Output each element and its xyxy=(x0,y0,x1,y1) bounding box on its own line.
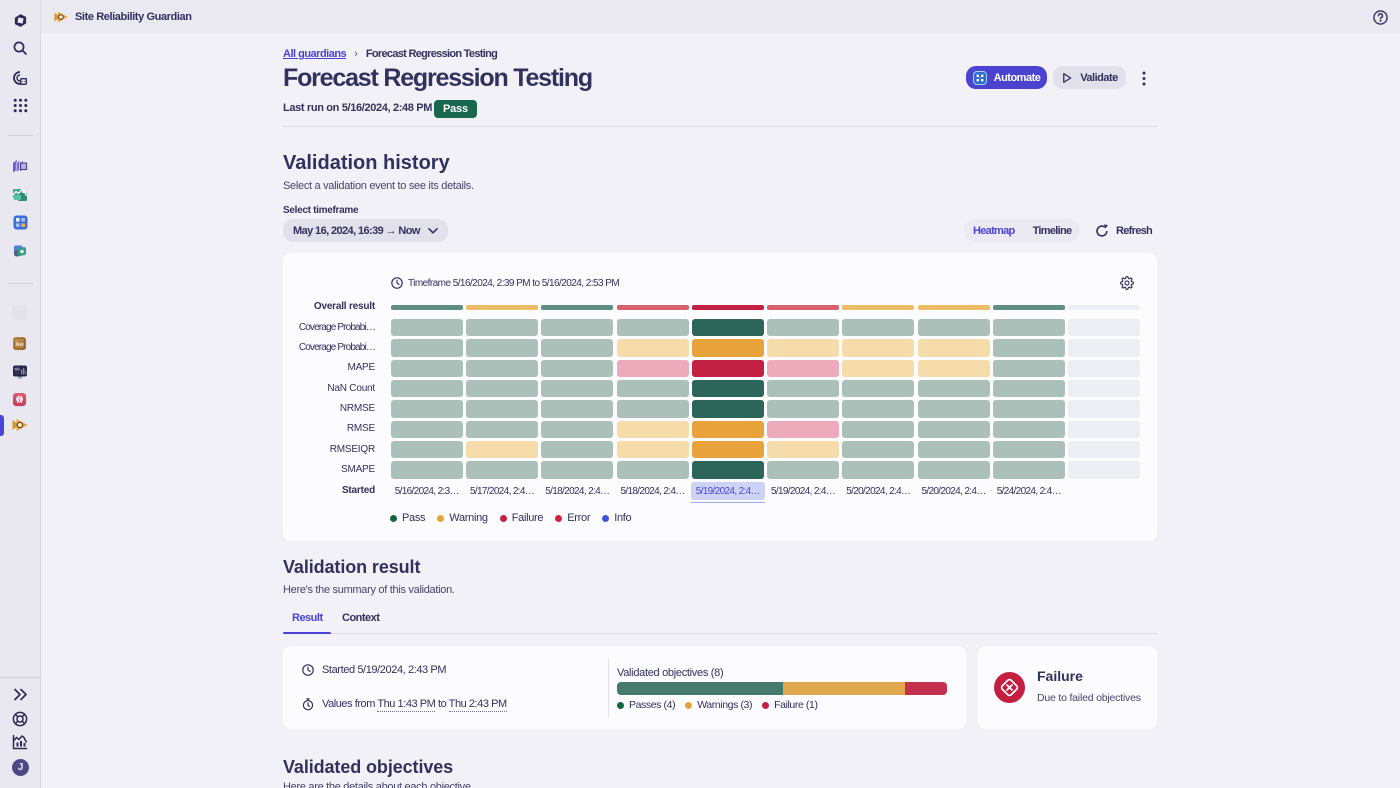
svg-text:5M: 5M xyxy=(14,368,19,372)
svg-text:Aw: Aw xyxy=(15,342,24,348)
